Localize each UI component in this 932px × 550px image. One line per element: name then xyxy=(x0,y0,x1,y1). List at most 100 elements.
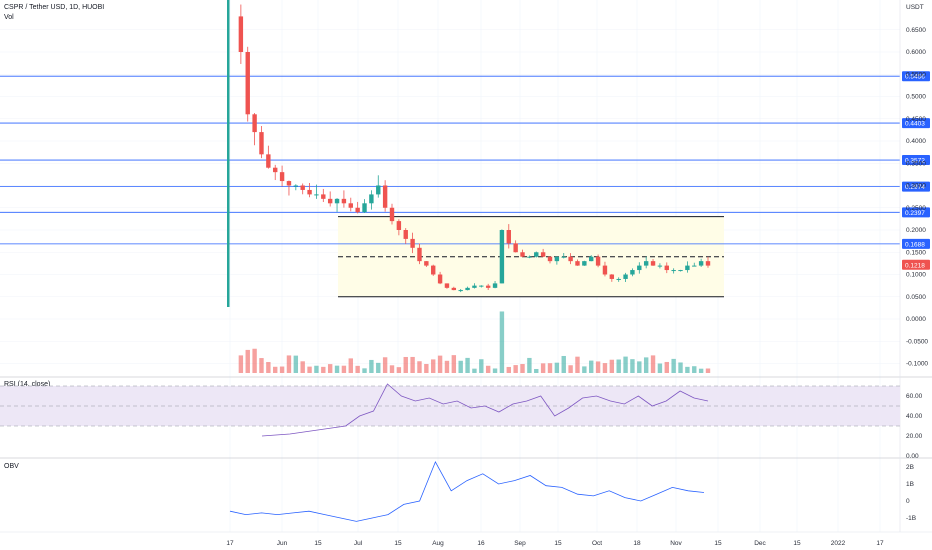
candle-body xyxy=(245,52,250,115)
volume-bar xyxy=(307,366,312,373)
obv-tick-label: 0 xyxy=(906,498,910,505)
candle-body xyxy=(334,198,340,204)
price-tick-label: 0.4500 xyxy=(906,116,926,123)
volume-bar xyxy=(575,356,580,373)
volume-bar xyxy=(479,359,484,373)
volume-bar xyxy=(692,366,697,373)
candle-body xyxy=(692,265,697,267)
candle-body xyxy=(547,256,553,262)
candle-body xyxy=(678,270,683,272)
price-tick-label: -0.0500 xyxy=(906,338,928,345)
candle-body xyxy=(657,265,663,267)
candle-body xyxy=(431,265,436,275)
volume-bar xyxy=(451,355,457,373)
volume-bar xyxy=(417,361,422,373)
time-tick-label: 2022 xyxy=(831,540,846,547)
time-tick-label: Dec xyxy=(754,540,766,547)
price-tick-label: 0.1500 xyxy=(906,249,926,256)
obv-label: OBV xyxy=(4,463,19,470)
volume-bar xyxy=(376,362,381,373)
level-tag-label: 0.3572 xyxy=(905,158,925,165)
candle-body xyxy=(485,285,491,288)
candle-body xyxy=(458,290,463,292)
candle-body xyxy=(286,181,292,186)
time-tick-label: Jul xyxy=(354,540,363,547)
volume-bar xyxy=(582,366,587,373)
candle-body xyxy=(279,172,285,182)
candle-body xyxy=(643,261,649,266)
volume-bar xyxy=(698,368,704,373)
price-tick-label: 0.1000 xyxy=(906,272,926,279)
candle-body xyxy=(341,198,347,204)
price-tick-label: 0.5500 xyxy=(906,71,926,78)
volume-bar xyxy=(540,363,546,373)
candle-body xyxy=(595,256,601,266)
volume-bar xyxy=(286,355,292,373)
volume-bar xyxy=(568,365,573,373)
candle-body xyxy=(252,114,257,133)
obv-tick-label: 1B xyxy=(906,481,914,488)
volume-bar xyxy=(410,356,415,373)
candle-body xyxy=(513,243,518,253)
candle-body xyxy=(575,261,580,266)
volume-bar xyxy=(431,359,436,373)
time-tick-label: Nov xyxy=(670,540,682,547)
price-axis[interactable]: 0.6500 0.6000 0.5500 0.5000 0.4500 0.4000 0.35… xyxy=(906,27,928,368)
price-tick-label: -0.1000 xyxy=(906,361,928,368)
candle-body xyxy=(355,207,360,213)
volume-bar xyxy=(602,363,608,373)
candle-body xyxy=(623,274,628,279)
candle-body xyxy=(492,283,498,288)
level-tag xyxy=(902,71,930,82)
obv-line xyxy=(229,460,705,522)
volume-bar xyxy=(396,367,402,373)
volume-bar xyxy=(424,363,429,373)
time-tick-label: Oct xyxy=(592,540,602,547)
candle-body xyxy=(540,252,546,257)
volume-bar xyxy=(534,368,539,373)
level-tag-label: 0.4403 xyxy=(905,121,925,128)
volume-bar xyxy=(279,366,285,373)
candle-body xyxy=(444,283,450,288)
obv-tick-label: -1B xyxy=(906,515,916,522)
horizontal-levels[interactable]: 0.5456 0.4403 0.3572 0.2974 0.2397 0.1688 0.12… xyxy=(0,71,930,270)
rsi-tick-label: 60.00 xyxy=(906,393,923,400)
volume-bar xyxy=(458,360,463,373)
volume-bar xyxy=(643,357,649,373)
candle-body xyxy=(382,185,388,208)
candle-body xyxy=(362,203,367,213)
candle-body xyxy=(259,132,264,155)
current-price-label: 0.1218 xyxy=(905,262,925,269)
volume-bar xyxy=(252,348,257,373)
candle-body xyxy=(266,154,271,168)
candle-body xyxy=(499,230,505,284)
volume-bar xyxy=(245,349,250,373)
volume-bar xyxy=(321,366,326,373)
volume-bar xyxy=(561,355,566,373)
symbol-title: CSPR / Tether USD, 1D, HUOBI xyxy=(4,4,104,11)
level-tag xyxy=(902,238,930,249)
volume-label: Vol xyxy=(4,14,14,21)
time-tick-label: Aug xyxy=(432,540,444,547)
volume-bar xyxy=(238,355,244,373)
time-tick-label: Jun xyxy=(277,540,288,547)
level-tag xyxy=(902,181,930,192)
price-tick-label: 0.0500 xyxy=(906,294,926,301)
level-tag-label: 0.2397 xyxy=(905,210,925,217)
volume-bar xyxy=(327,364,333,373)
volume-bar xyxy=(389,365,395,373)
price-tick-label: 0.4000 xyxy=(906,138,926,145)
volume-bar xyxy=(341,365,347,373)
volume-bar xyxy=(273,366,278,373)
obv-pane: 2B 1B 0 -1B xyxy=(229,460,916,522)
time-axis[interactable]: 17 Jun 15 Jul 15 Aug 16 Sep 15 Oct 18 Nov 15 Dec 15 202… xyxy=(226,540,884,547)
volume-bar xyxy=(485,365,491,373)
candle-body xyxy=(472,285,477,288)
candle-body xyxy=(685,265,690,271)
volume-bar xyxy=(520,364,525,373)
volume-bar xyxy=(369,359,374,373)
volume-bar xyxy=(382,357,388,373)
candle-body xyxy=(410,238,415,248)
candle-body xyxy=(568,256,573,262)
